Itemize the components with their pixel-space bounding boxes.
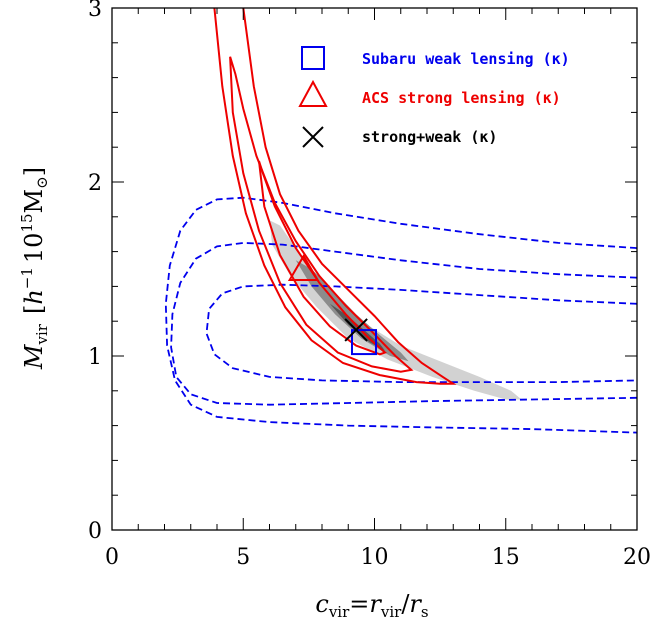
legend-square-marker bbox=[301, 46, 325, 70]
x-tick-label: 20 bbox=[623, 545, 651, 570]
contour-series1-level1 bbox=[213, 7, 457, 385]
legend-triangle-marker bbox=[298, 79, 328, 107]
legend-x-marker bbox=[302, 126, 324, 148]
y-tick-label: 1 bbox=[88, 345, 102, 370]
best-fit-x-marker bbox=[344, 318, 368, 342]
legend: Subaru weak lensing (κ) ACS strong lensi… bbox=[298, 46, 570, 148]
best-fit-square-marker bbox=[351, 329, 377, 356]
contour-series0-level1 bbox=[164, 196, 638, 434]
legend-label-weak: Subaru weak lensing (κ) bbox=[362, 50, 570, 68]
axis-ticks bbox=[111, 7, 638, 531]
legend-label-strong: ACS strong lensing (κ) bbox=[362, 89, 561, 107]
y-tick-label: 3 bbox=[88, 0, 102, 22]
x-tick-label: 0 bbox=[105, 545, 119, 570]
confidence-region-1 bbox=[269, 220, 522, 400]
y-axis-label: Mvir[h−11015M⊙] bbox=[18, 167, 51, 370]
best-fit-markers bbox=[287, 254, 377, 356]
contour-series0-level3 bbox=[205, 283, 638, 383]
plot-frame bbox=[111, 7, 638, 531]
y-tick-label: 0 bbox=[88, 519, 102, 544]
contour-lines bbox=[164, 7, 638, 434]
x-tick-label: 10 bbox=[361, 545, 389, 570]
y-tick-label: 2 bbox=[88, 171, 102, 196]
best-fit-triangle-marker bbox=[287, 254, 320, 281]
contour-series1-level3 bbox=[258, 160, 387, 356]
contour-series0-level2 bbox=[170, 241, 638, 406]
tick-labels: 0 5 10 15 20 0 1 2 3 bbox=[88, 0, 651, 570]
x-tick-label: 15 bbox=[492, 545, 520, 570]
legend-label-combined: strong+weak (κ) bbox=[362, 128, 497, 146]
x-tick-label: 5 bbox=[236, 545, 250, 570]
x-axis-label: cvir=rvir/rs bbox=[315, 590, 428, 621]
